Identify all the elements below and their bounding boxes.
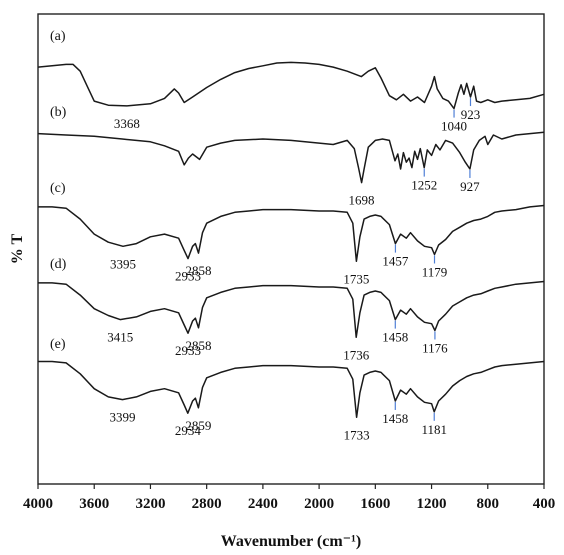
peak-label: 2934: [175, 423, 202, 438]
peak-label: 1252: [411, 178, 437, 193]
x-tick-label: 2800: [192, 496, 222, 512]
spectrum-line: [38, 360, 545, 419]
spectrum-line: [38, 280, 545, 339]
peak-label: 3399: [109, 410, 135, 425]
peak-label: 1736: [343, 347, 370, 362]
x-tick-label: 3600: [79, 496, 109, 512]
peak-label: 923: [461, 107, 481, 122]
peak-label: 1698: [349, 193, 375, 208]
x-axis: 4000 3600 3200 2800 2400 2000 1600 1200 800 400: [23, 484, 555, 512]
peak-label: 3395: [110, 256, 136, 271]
spectrum-line: [37, 131, 545, 184]
x-tick-label: 1200: [417, 496, 447, 512]
peak-label: 3368: [114, 116, 140, 131]
plot-frame: [37, 13, 545, 485]
peak-label: 1457: [382, 254, 409, 269]
spectrum-line: [38, 204, 545, 263]
peak-label: 1458: [382, 411, 408, 426]
x-tick-label: 1600: [360, 496, 390, 512]
peak-label: 1040: [441, 119, 467, 134]
peak-label: 2859: [185, 418, 211, 433]
y-axis-title: % T: [9, 233, 26, 264]
x-tick-label: 4000: [23, 496, 53, 512]
series-label: (c): [50, 181, 66, 196]
peak-label: 1733: [344, 427, 370, 442]
peak-label: 1735: [343, 271, 369, 286]
x-tick-label: 2000: [304, 496, 334, 512]
peak-label: 2933: [175, 343, 201, 358]
x-tick-label: 2400: [248, 496, 278, 512]
spectrum-line: [37, 61, 545, 110]
peak-label: 3415: [107, 330, 133, 345]
spectrum-1: (b) 1698 1252 927: [37, 105, 545, 208]
series-label: (b): [50, 105, 67, 120]
peak-label: 1179: [422, 264, 448, 279]
series-label: (a): [50, 29, 66, 44]
x-tick-label: 3200: [135, 496, 165, 512]
peak-label: 1458: [382, 330, 408, 345]
peak-label: 1176: [422, 340, 448, 355]
peak-label: 2933: [175, 269, 201, 284]
x-tick-label: 800: [477, 496, 500, 512]
x-axis-title: Wavenumber (cm⁻¹): [221, 533, 361, 550]
peak-label: 2858: [186, 338, 212, 353]
peak-label: 1181: [421, 422, 447, 437]
series-label: (d): [50, 257, 67, 272]
x-tick-label: 400: [533, 496, 556, 512]
peak-label: 927: [460, 179, 480, 194]
peak-label: 2858: [186, 263, 212, 278]
series-label: (e): [50, 337, 66, 352]
